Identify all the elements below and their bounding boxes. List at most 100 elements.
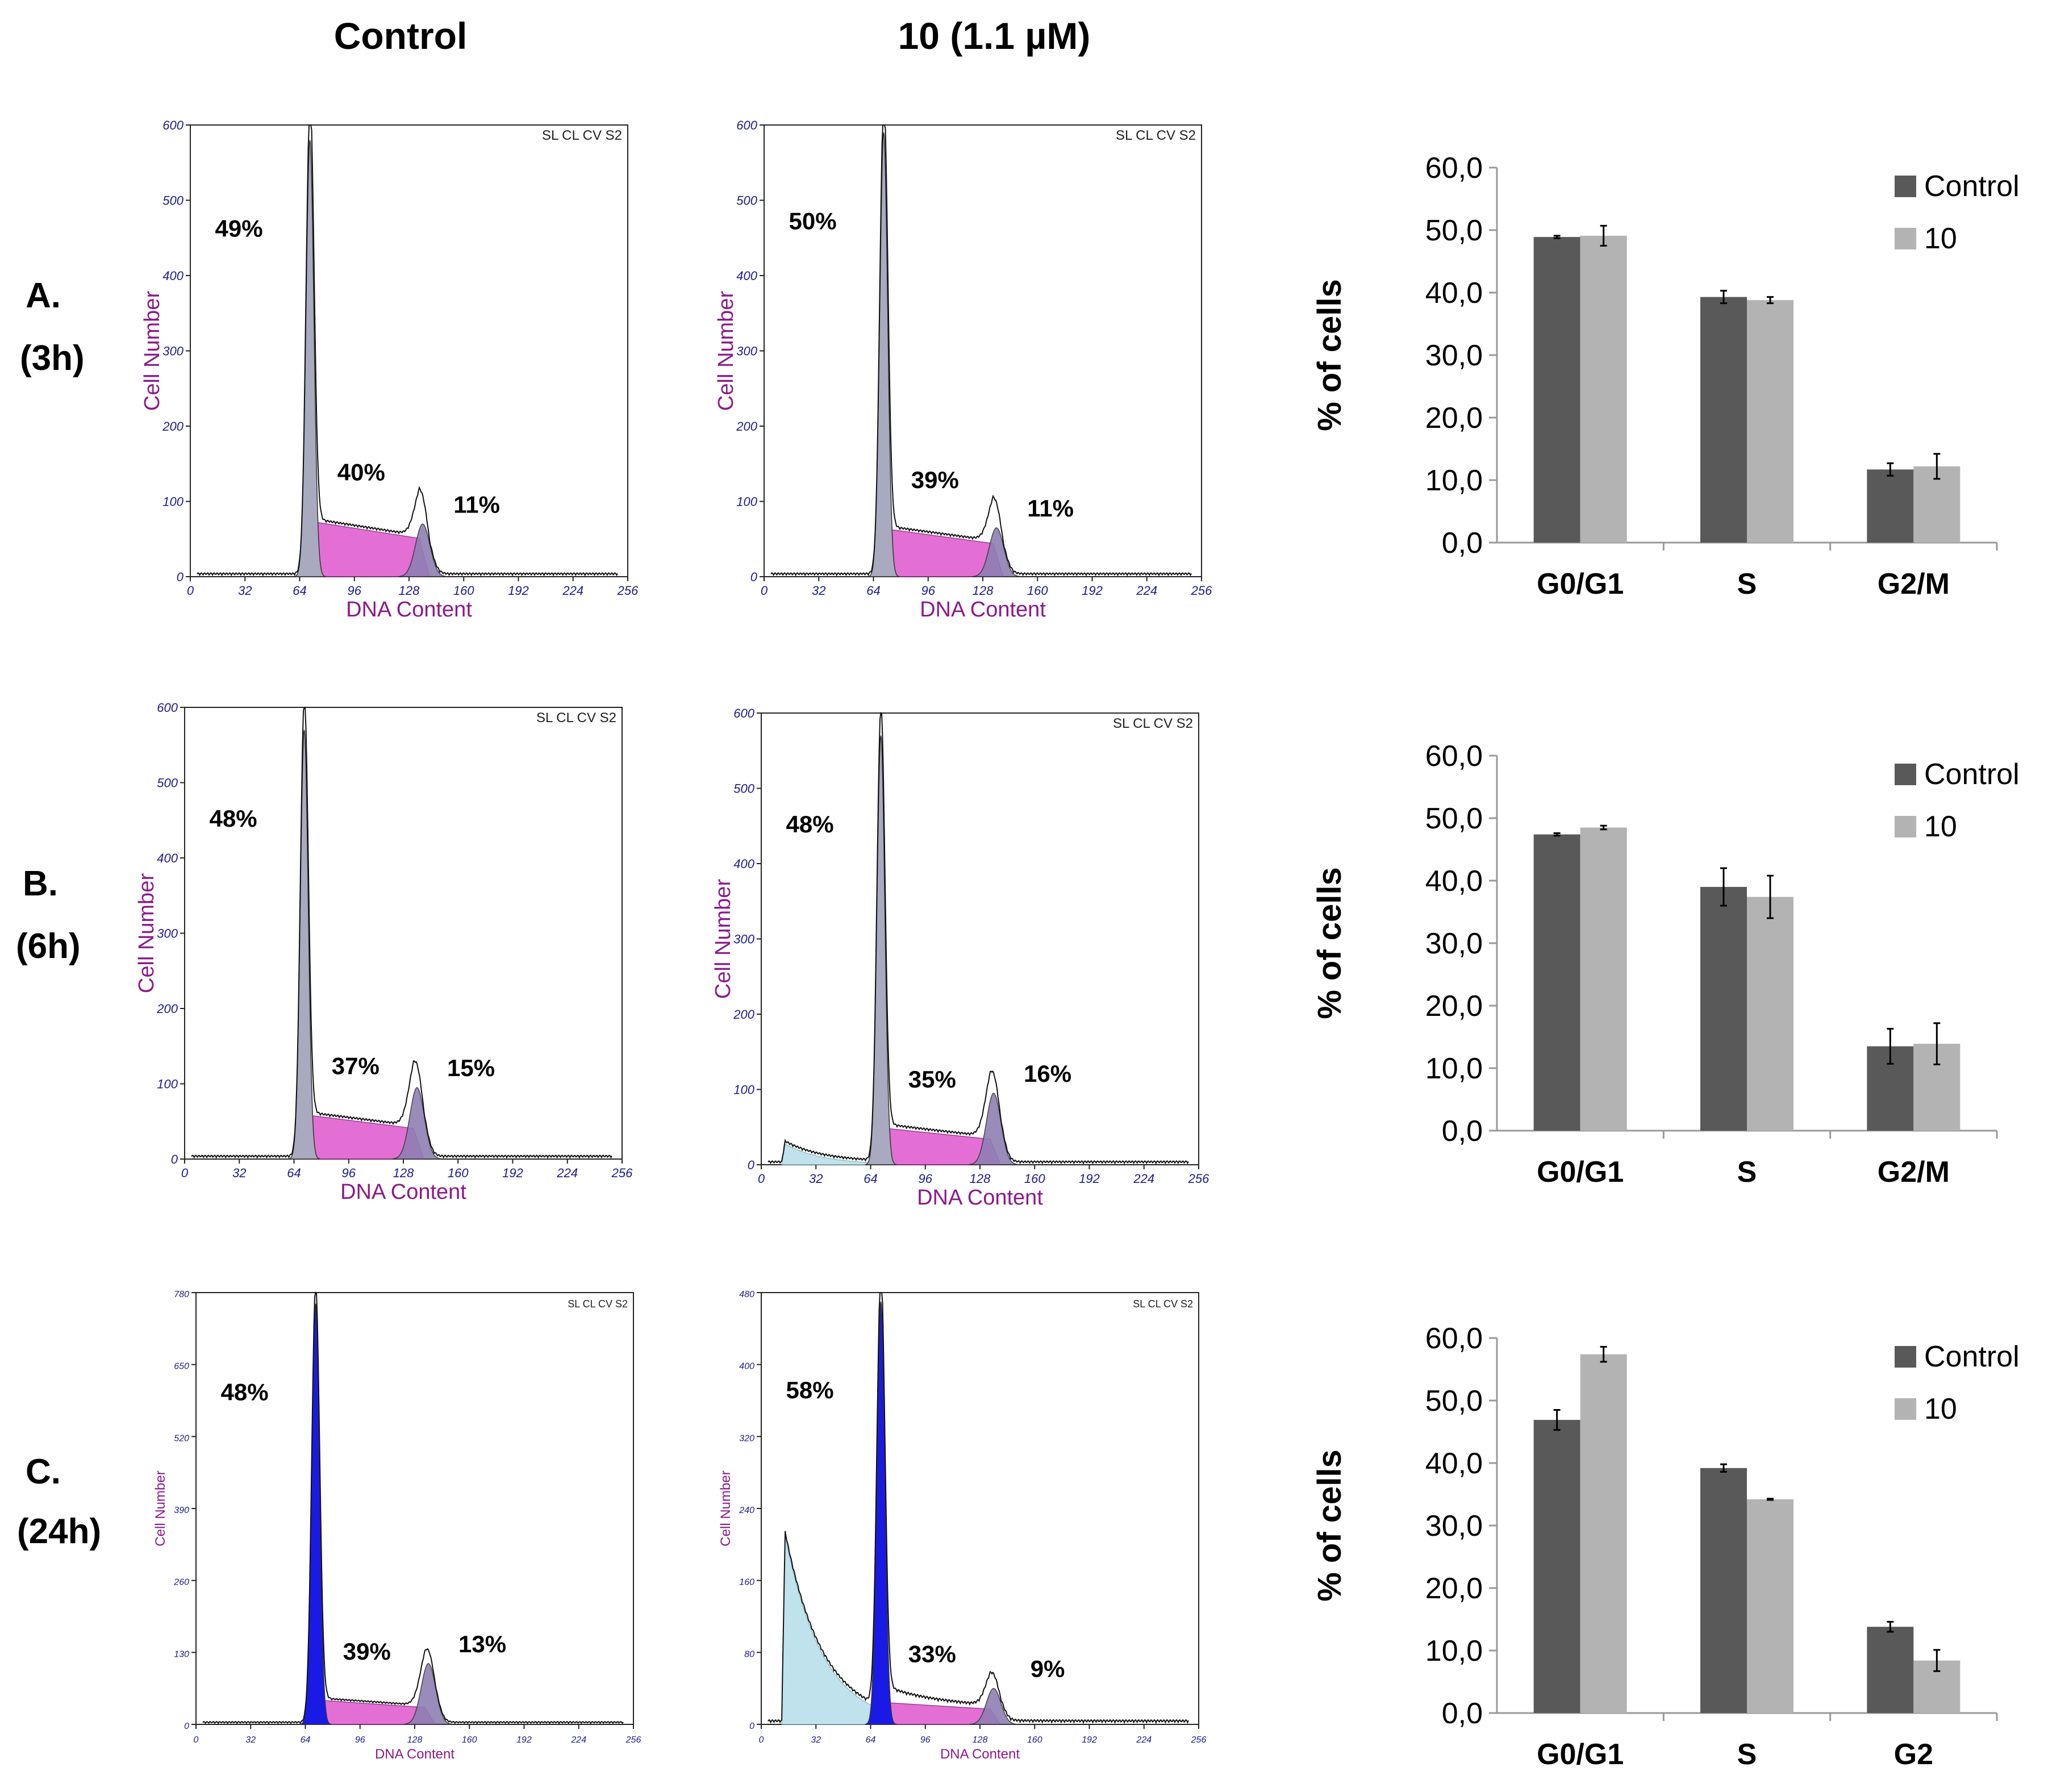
legend-label: 10 (1924, 810, 1957, 843)
histogram-b-control: SL CL CV S2 0 100 200 300 400 500 600 0 32 64 96 128… (135, 701, 633, 1204)
x-tick-label: 192 (508, 584, 529, 598)
y-tick-label: 300 (733, 932, 754, 947)
s-phase-region (302, 521, 431, 577)
x-tick-label: 64 (287, 1166, 301, 1180)
y-tick-label: 600 (162, 118, 183, 132)
legend-code: SL CL CV S2 (568, 1298, 628, 1310)
column-header-treated: 10 (1.1 µM) (898, 15, 1091, 57)
g1-phase-peak (865, 735, 897, 1165)
bar-chart-c: 0,0 10,0 20,0 30,0 40,0 50,0 60,0 % of cells G0/… (1311, 1322, 2020, 1771)
x-tick-label: 224 (1133, 1172, 1154, 1186)
y-tick-label: 400 (157, 851, 178, 865)
plot-frame (764, 124, 1202, 577)
x-tick-label: 64 (301, 1735, 311, 1745)
x-tick-label: 0 (181, 1166, 189, 1180)
s-phase-region (873, 1127, 1002, 1165)
y-tick-label: 0 (750, 570, 758, 584)
x-category-label: G2/M (1878, 1156, 1950, 1189)
bar-treated (1580, 1354, 1627, 1713)
y-tick-label: 240 (739, 1506, 754, 1515)
y-tick-label: 30,0 (1425, 339, 1483, 372)
y-tick-label: 10,0 (1425, 1052, 1483, 1085)
bar-treated (1747, 897, 1793, 1131)
x-category-label: S (1737, 1738, 1757, 1771)
y-axis-label: Cell Number (714, 291, 738, 411)
y-tick-label: 0 (748, 1158, 755, 1172)
y-tick-label: 50,0 (1425, 214, 1483, 247)
x-tick-label: 160 (1024, 1172, 1045, 1186)
y-tick-label: 300 (162, 344, 183, 359)
x-tick-label: 256 (1188, 1172, 1209, 1186)
x-tick-label: 32 (245, 1735, 256, 1745)
y-tick-label: 400 (739, 1362, 754, 1372)
x-tick-label: 192 (516, 1735, 532, 1745)
y-tick-label: 320 (739, 1433, 754, 1443)
legend-swatch (1895, 228, 1916, 249)
y-tick-label: 600 (157, 701, 178, 715)
g2-percent-label: 15% (447, 1055, 495, 1081)
y-tick-label: 50,0 (1425, 1385, 1483, 1418)
y-tick-label: 300 (157, 927, 178, 941)
x-category-label: G2 (1894, 1738, 1933, 1771)
y-axis-label: Cell Number (140, 291, 164, 411)
x-tick-label: 192 (502, 1166, 523, 1180)
y-tick-label: 390 (174, 1506, 189, 1515)
column-header-control: Control (333, 15, 468, 57)
y-tick-label: 780 (174, 1290, 189, 1299)
histogram-envelope (768, 711, 1189, 1165)
y-tick-label: 130 (174, 1649, 189, 1659)
y-tick-label: 40,0 (1425, 865, 1483, 898)
x-axis-label: DNA Content (920, 598, 1046, 622)
g2-percent-label: 11% (453, 491, 500, 518)
legend-code: SL CL CV S2 (1113, 716, 1193, 731)
y-tick-label: 0,0 (1442, 1115, 1483, 1148)
x-tick-label: 64 (866, 584, 880, 598)
y-tick-label: 480 (739, 1290, 754, 1299)
legend-swatch (1895, 816, 1916, 837)
x-tick-label: 160 (1027, 584, 1048, 598)
y-tick-label: 260 (173, 1578, 189, 1587)
x-axis-label: DNA Content (940, 1747, 1020, 1762)
y-tick-label: 0,0 (1442, 1697, 1483, 1730)
x-tick-label: 0 (187, 584, 194, 598)
g1-percent-label: 48% (786, 811, 834, 837)
s-percent-label: 39% (343, 1638, 391, 1665)
x-tick-label: 224 (1136, 584, 1157, 598)
y-tick-label: 200 (733, 1007, 754, 1022)
y-tick-label: 0 (184, 1722, 189, 1731)
x-tick-label: 96 (355, 1735, 365, 1745)
legend-swatch (1895, 176, 1916, 197)
g2-phase-peak (969, 1687, 1018, 1725)
x-tick-label: 128 (970, 1172, 991, 1186)
x-tick-label: 256 (1191, 1735, 1207, 1745)
x-category-label: G0/G1 (1537, 1738, 1624, 1771)
g2-percent-label: 11% (1027, 495, 1074, 522)
x-tick-label: 96 (348, 584, 362, 598)
bar-control (1700, 887, 1747, 1131)
y-tick-label: 400 (736, 269, 757, 283)
y-tick-label: 300 (736, 344, 757, 359)
y-tick-label: 0,0 (1442, 527, 1483, 560)
g2-percent-label: 9% (1031, 1656, 1065, 1682)
y-tick-label: 100 (736, 495, 757, 509)
x-tick-label: 96 (921, 584, 936, 598)
x-tick-label: 32 (812, 584, 825, 598)
y-tick-label: 60,0 (1425, 152, 1483, 185)
histogram-c-treated: SL CL CV S2 0 80 160 240 320 400 480 0 32 64 96 128 1… (718, 1290, 1207, 1762)
y-tick-label: 80 (744, 1649, 754, 1659)
s-percent-label: 37% (332, 1053, 379, 1080)
y-tick-label: 200 (156, 1002, 178, 1016)
s-percent-label: 33% (908, 1640, 956, 1667)
y-tick-label: 30,0 (1425, 927, 1483, 960)
bar-treated (1747, 1499, 1793, 1713)
x-tick-label: 0 (194, 1735, 199, 1745)
x-tick-label: 128 (399, 584, 420, 598)
bar-treated (1747, 300, 1793, 543)
plot-frame (190, 124, 628, 577)
row-label-c-letter: C. (26, 1452, 61, 1491)
x-tick-label: 32 (811, 1735, 821, 1745)
histogram-a-control: SL CL CV S2 0 100 200 300 400 500 600 0 32 64 96 128… (140, 118, 639, 622)
debris-region (781, 1535, 882, 1725)
x-tick-label: 256 (611, 1166, 633, 1180)
row-label-b-letter: B. (23, 864, 58, 903)
